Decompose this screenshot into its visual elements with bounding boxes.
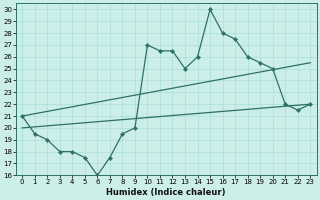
X-axis label: Humidex (Indice chaleur): Humidex (Indice chaleur) [107, 188, 226, 197]
